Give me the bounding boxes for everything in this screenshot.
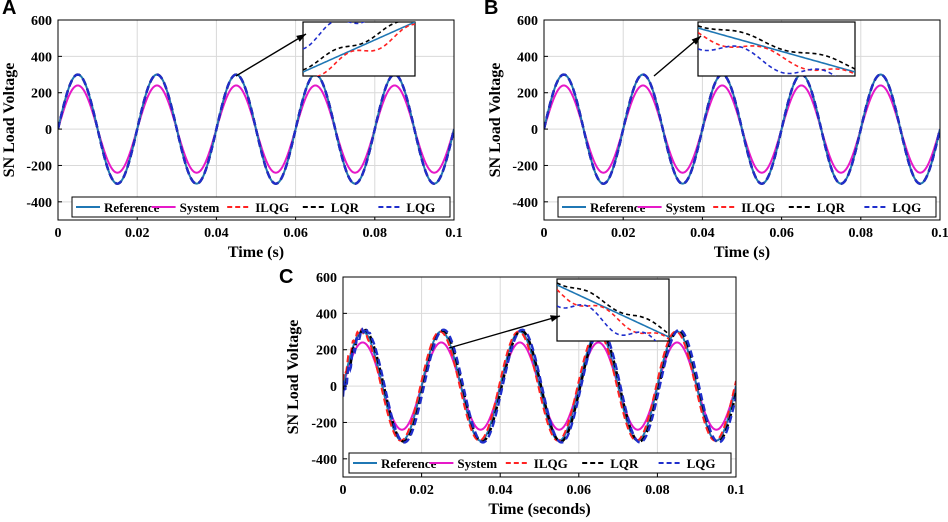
legend-box (557, 196, 937, 218)
series-line-reference (343, 330, 736, 442)
legend-label-lqg: LQG (406, 200, 435, 215)
y-tick-label: 0 (45, 123, 52, 138)
y-axis-label: SN Load Voltage (285, 320, 302, 435)
legend-box (348, 452, 732, 474)
inset-line-ilqg (303, 23, 415, 76)
panel-label: A (2, 0, 16, 19)
series-line-lqg (58, 73, 454, 185)
legend-label-lqr: LQR (817, 200, 846, 215)
y-tick-label: -400 (26, 196, 52, 211)
legend-label-lqg: LQG (687, 456, 716, 471)
y-tick-label: 600 (517, 14, 538, 29)
inset-box (556, 278, 670, 342)
x-tick-label: 0 (55, 226, 62, 241)
y-tick-label: 200 (517, 87, 538, 102)
y-tick-label: 400 (316, 307, 337, 322)
x-tick-label: 0.08 (849, 226, 874, 241)
inset-arrow (653, 35, 702, 77)
chart-panel-a: 0 0.02 0.04 0.06 0.08 0.1 -400 -200 0 200 400 600 Ti… (1, 0, 463, 261)
inset-arrowhead (691, 36, 701, 45)
y-tick-label: -400 (512, 196, 538, 211)
inset-line-lqg (557, 303, 657, 341)
inset-arrow (235, 33, 307, 77)
y-tick-label: -200 (512, 159, 538, 174)
x-tick-label: 0.1 (445, 226, 463, 241)
y-tick-label: -200 (311, 416, 337, 431)
x-tick-label: 0.04 (488, 483, 513, 498)
legend-label-system: System (666, 200, 706, 215)
x-axis-label: Time (seconds) (488, 501, 590, 518)
y-tick-label: 0 (531, 123, 538, 138)
legend-label-reference: Reference (590, 200, 646, 215)
inset-line-reference (557, 284, 669, 338)
axes-box (57, 19, 455, 221)
x-tick-label: 0.08 (645, 483, 670, 498)
series-line-lqg (544, 73, 940, 185)
legend-label-lqg: LQG (892, 200, 921, 215)
zoom-inset (448, 278, 670, 349)
inset-arrow (448, 315, 561, 349)
inset-line-ilqg (557, 289, 669, 340)
series-line-lqg (343, 326, 736, 444)
y-axis-label: SN Load Voltage (1, 63, 18, 178)
panel-label: B (484, 0, 498, 19)
legend-label-system: System (457, 456, 497, 471)
y-tick-label: 200 (316, 344, 337, 359)
inset-line-lqg (698, 45, 837, 76)
inset-line-lqr (303, 22, 401, 71)
legend-label-reference: Reference (104, 200, 160, 215)
x-tick-label: 0.06 (283, 226, 308, 241)
x-tick-label: 0.08 (363, 226, 388, 241)
y-tick-label: 600 (316, 271, 337, 286)
x-tick-label: 0.06 (567, 483, 592, 498)
y-tick-label: 400 (31, 50, 52, 65)
legend-label-reference: Reference (381, 456, 437, 471)
y-tick-label: 400 (517, 50, 538, 65)
chart-panel-c: 0 0.02 0.04 0.06 0.08 0.1 -400 -200 0 200 400 600 Ti… (279, 266, 745, 518)
zoom-inset (653, 21, 856, 77)
inset-line-ilqg (698, 31, 855, 75)
legend-label-lqr: LQR (331, 200, 360, 215)
inset-line-reference (698, 27, 855, 73)
axes-box (342, 276, 737, 478)
inset-line-reference (303, 22, 415, 73)
legend-label-ilqg: ILQG (255, 200, 289, 215)
x-tick-label: 0.1 (727, 483, 745, 498)
legend: Reference System ILQG LQR LQG (71, 196, 451, 218)
inset-box (697, 21, 856, 77)
panel-label: C (279, 266, 293, 288)
y-tick-label: 200 (31, 87, 52, 102)
inset-line-lqr (698, 25, 855, 70)
x-axis-label: Time (s) (228, 244, 284, 261)
zoom-inset (235, 21, 416, 77)
x-tick-label: 0.04 (690, 226, 715, 241)
y-axis-label: SN Load Voltage (487, 63, 504, 178)
y-tick-label: 600 (31, 14, 52, 29)
x-tick-label: 0.02 (125, 226, 150, 241)
x-tick-label: 0.02 (409, 483, 434, 498)
legend-box (71, 196, 451, 218)
y-tick-label: -200 (26, 159, 52, 174)
inset-arrowhead (550, 315, 560, 322)
legend-label-ilqg: ILQG (741, 200, 775, 215)
legend: Reference System ILQG LQR LQG (348, 452, 732, 474)
axes-box (543, 19, 941, 221)
y-tick-label: 0 (330, 380, 337, 395)
x-tick-label: 0 (541, 226, 548, 241)
y-tick-label: -400 (311, 453, 337, 468)
legend-label-system: System (180, 200, 220, 215)
x-tick-label: 0 (340, 483, 347, 498)
inset-arrowhead (296, 34, 306, 42)
x-tick-label: 0.02 (611, 226, 636, 241)
legend-label-ilqg: ILQG (534, 456, 568, 471)
x-tick-label: 0.06 (769, 226, 794, 241)
chart-panel-b: 0 0.02 0.04 0.06 0.08 0.1 -400 -200 0 200 400 600 Ti… (484, 0, 948, 261)
x-axis-label: Time (s) (714, 244, 770, 261)
series-line-ilqg (343, 328, 736, 442)
legend: Reference System ILQG LQR LQG (557, 196, 937, 218)
x-tick-label: 0.1 (931, 226, 948, 241)
legend-label-lqr: LQR (610, 456, 639, 471)
x-tick-label: 0.04 (204, 226, 229, 241)
